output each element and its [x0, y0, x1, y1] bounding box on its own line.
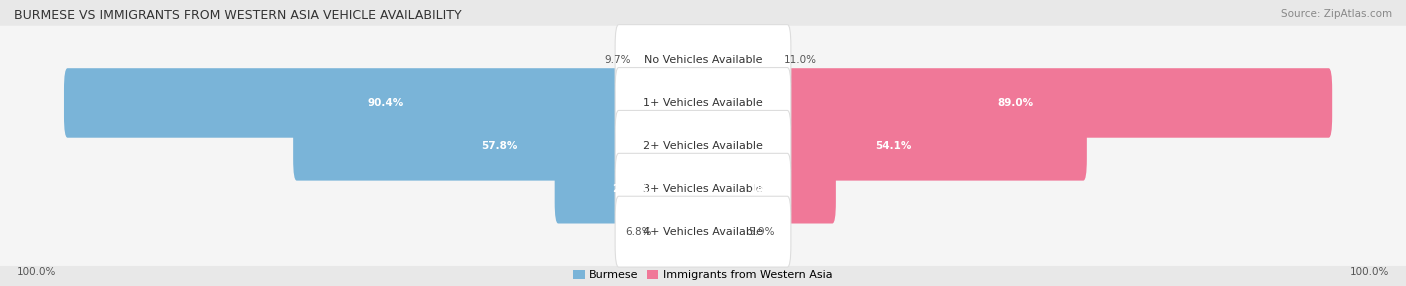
Text: 3+ Vehicles Available: 3+ Vehicles Available [643, 184, 763, 194]
Text: 100.0%: 100.0% [17, 267, 56, 277]
FancyBboxPatch shape [652, 197, 707, 267]
FancyBboxPatch shape [700, 25, 785, 95]
Text: 2+ Vehicles Available: 2+ Vehicles Available [643, 141, 763, 151]
FancyBboxPatch shape [554, 154, 707, 224]
Text: 1+ Vehicles Available: 1+ Vehicles Available [643, 98, 763, 108]
Text: BURMESE VS IMMIGRANTS FROM WESTERN ASIA VEHICLE AVAILABILITY: BURMESE VS IMMIGRANTS FROM WESTERN ASIA … [14, 9, 461, 21]
FancyBboxPatch shape [0, 112, 1406, 180]
Text: No Vehicles Available: No Vehicles Available [644, 55, 762, 65]
FancyBboxPatch shape [700, 111, 1087, 181]
FancyBboxPatch shape [294, 111, 707, 181]
Text: 6.8%: 6.8% [626, 227, 652, 237]
FancyBboxPatch shape [63, 68, 707, 138]
FancyBboxPatch shape [616, 153, 790, 224]
FancyBboxPatch shape [0, 69, 1406, 137]
Text: 18.4%: 18.4% [749, 184, 786, 194]
Text: 20.6%: 20.6% [613, 184, 648, 194]
FancyBboxPatch shape [616, 25, 790, 96]
FancyBboxPatch shape [631, 25, 707, 95]
Text: 54.1%: 54.1% [875, 141, 911, 151]
FancyBboxPatch shape [616, 67, 790, 138]
Text: 11.0%: 11.0% [785, 55, 817, 65]
Text: 100.0%: 100.0% [1350, 267, 1389, 277]
Text: 5.9%: 5.9% [748, 227, 775, 237]
FancyBboxPatch shape [616, 196, 790, 267]
Text: 89.0%: 89.0% [998, 98, 1033, 108]
Text: 90.4%: 90.4% [367, 98, 404, 108]
FancyBboxPatch shape [700, 197, 748, 267]
FancyBboxPatch shape [0, 26, 1406, 94]
Text: 57.8%: 57.8% [482, 141, 517, 151]
FancyBboxPatch shape [700, 68, 1333, 138]
FancyBboxPatch shape [0, 197, 1406, 266]
Text: 4+ Vehicles Available: 4+ Vehicles Available [643, 227, 763, 237]
Text: 9.7%: 9.7% [605, 55, 631, 65]
FancyBboxPatch shape [616, 110, 790, 181]
FancyBboxPatch shape [700, 154, 835, 224]
Legend: Burmese, Immigrants from Western Asia: Burmese, Immigrants from Western Asia [574, 270, 832, 281]
Text: Source: ZipAtlas.com: Source: ZipAtlas.com [1281, 9, 1392, 19]
FancyBboxPatch shape [0, 154, 1406, 223]
